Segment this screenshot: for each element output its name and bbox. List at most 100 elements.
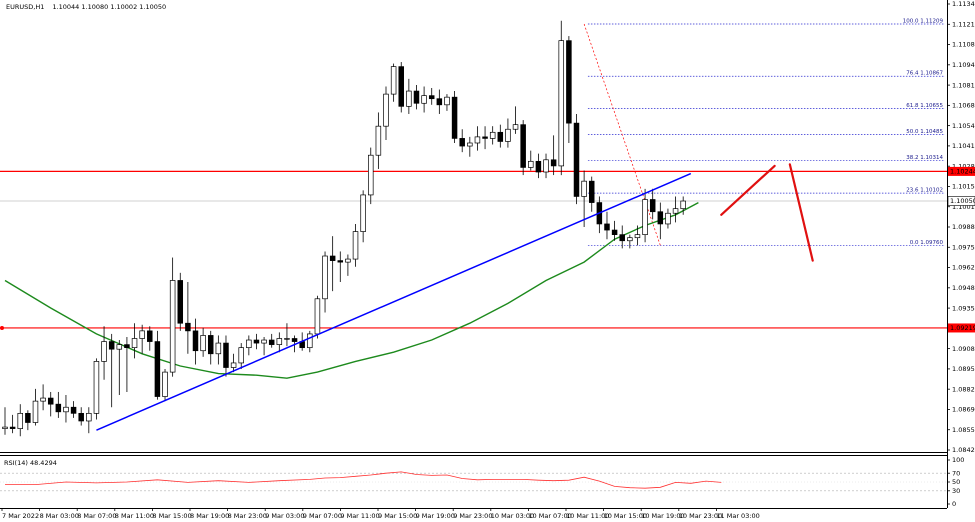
candle-body <box>406 90 412 107</box>
candle-body <box>291 338 298 342</box>
candle-body <box>86 412 92 422</box>
time-tick-label: 8 Mar 07:00 <box>77 512 116 520</box>
candle <box>588 176 595 212</box>
candle <box>550 135 557 176</box>
candle-body <box>268 339 275 345</box>
forecast-arrow <box>788 163 814 262</box>
candle-body <box>512 124 519 130</box>
candle-body <box>528 160 534 168</box>
candle <box>543 153 549 179</box>
fibonacci-retracement: 100.0 1.11209 76.4 1.10867 61.8 1.10655 50.… <box>583 19 945 246</box>
candle <box>581 170 587 227</box>
horizontal-levels <box>0 170 947 330</box>
candle <box>428 88 435 105</box>
candle <box>154 330 161 400</box>
candle <box>207 330 214 365</box>
price-tick-label: 1.08420 <box>952 446 975 454</box>
candle <box>390 63 397 102</box>
candle-body <box>101 341 107 362</box>
candle-body <box>459 138 465 147</box>
candle-body <box>261 339 267 344</box>
candle <box>520 120 526 176</box>
price-tick-label: 1.09485 <box>952 284 975 292</box>
price-tick-label: 1.09880 <box>952 223 975 231</box>
candle <box>413 84 420 110</box>
candle-body <box>78 412 84 422</box>
time-tick-label: 8 Mar 11:00 <box>115 512 154 520</box>
time-tick-label: 10 Mar 03:00 <box>491 512 534 520</box>
time-tick-label: 8 Mar 15:00 <box>152 512 191 520</box>
candle-body <box>147 330 153 342</box>
candle-body <box>329 255 336 261</box>
candle <box>436 89 443 114</box>
current-price-tag <box>947 196 975 206</box>
candle <box>459 129 465 153</box>
time-tick-label: 9 Mar 23:00 <box>453 512 492 520</box>
candle <box>261 336 267 356</box>
candle <box>474 126 481 151</box>
candle-body <box>55 403 62 413</box>
level-price-label: 1.09219 <box>950 324 975 332</box>
candle-body <box>139 330 145 339</box>
rsi-line <box>5 471 722 489</box>
candle-body <box>550 159 557 167</box>
candle <box>276 332 283 353</box>
candle-body <box>451 96 458 139</box>
candle-body <box>185 322 191 332</box>
candle-body <box>649 199 656 213</box>
candle-body <box>436 98 443 106</box>
level-price-tag <box>948 323 975 333</box>
candle-body <box>124 344 130 349</box>
time-tick-label: 10 Mar 23:00 <box>679 512 722 520</box>
candle <box>482 126 488 150</box>
candle <box>672 196 679 223</box>
candle <box>680 196 686 215</box>
price-tick-label: 1.09620 <box>952 264 975 272</box>
time-tick-label: 10 Mar 11:00 <box>566 512 609 520</box>
time-tick-label: 9 Mar 15:00 <box>378 512 417 520</box>
price-tick-label: 1.08820 <box>952 385 975 393</box>
candle-body <box>238 347 244 364</box>
rsi-tick-label: 0 <box>952 500 956 508</box>
moving-average-line <box>4 201 699 379</box>
candle-body <box>40 397 46 402</box>
candle-body <box>345 258 351 263</box>
candle-body <box>63 406 69 413</box>
candle <box>322 251 328 313</box>
candle-body <box>284 338 290 340</box>
candle-body <box>207 335 214 355</box>
candle <box>497 124 504 148</box>
candle-body <box>276 338 283 345</box>
candle <box>505 118 511 148</box>
current-price-label: 1.10050 <box>950 197 975 205</box>
candle <box>32 388 39 426</box>
price-chart-panel: 100.0 1.11209 76.4 1.10867 61.8 1.10655 50.… <box>0 3 947 437</box>
candle-body <box>428 95 435 100</box>
price-tick-label: 1.08555 <box>952 426 975 434</box>
forecast-arrows <box>720 163 814 262</box>
candle-body <box>467 142 473 147</box>
candle <box>421 86 427 113</box>
time-axis: 7 Mar 2022 8 Mar 03:008 Mar 07:008 Mar 11… <box>1 508 760 520</box>
candle <box>268 333 275 348</box>
candle-body <box>665 212 671 225</box>
candle-body <box>25 412 31 423</box>
candle <box>649 188 656 220</box>
time-tick-label: 10 Mar 19:00 <box>641 512 684 520</box>
time-tick-label: 8 Mar 19:00 <box>190 512 229 520</box>
candle-body <box>642 199 648 235</box>
time-tick-label: 9 Mar 03:00 <box>265 512 304 520</box>
candle <box>78 407 84 426</box>
candle-body <box>604 223 610 231</box>
price-tick-label: 1.10150 <box>952 183 975 191</box>
candle-body <box>246 339 252 349</box>
price-tick-label: 1.10810 <box>952 81 975 89</box>
candle-body <box>489 131 496 139</box>
candle <box>558 20 565 176</box>
candle-body <box>200 335 206 352</box>
price-tick-label: 1.10945 <box>952 61 975 69</box>
candle <box>345 254 351 276</box>
candle-body <box>398 66 404 107</box>
